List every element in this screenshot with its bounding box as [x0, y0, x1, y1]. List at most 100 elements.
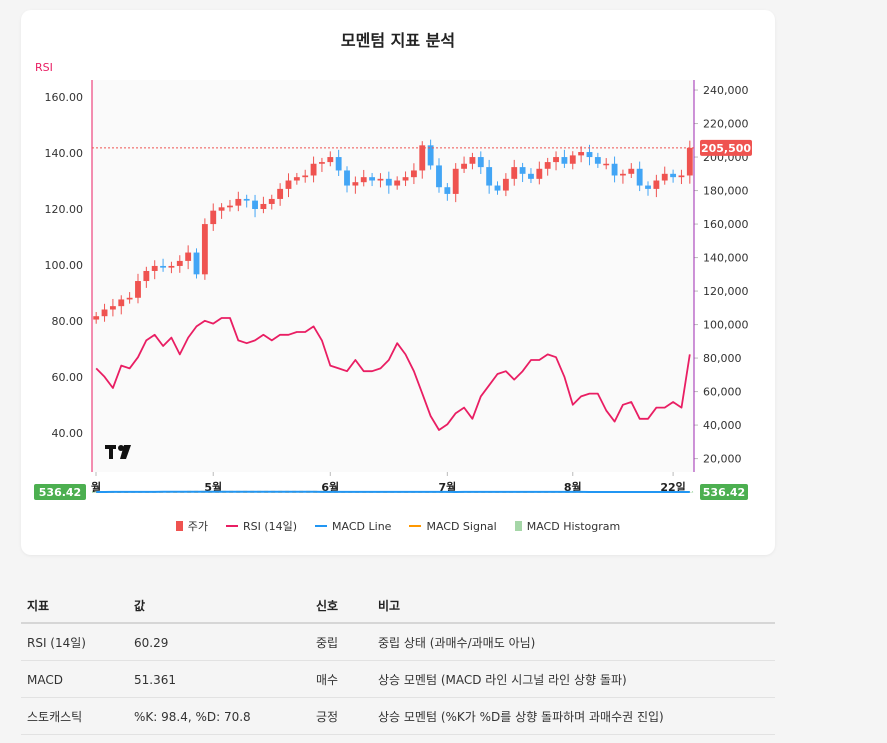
price-tick-label: 120,000 — [703, 285, 749, 298]
price-tick-label: 180,000 — [703, 185, 749, 198]
plot-background — [92, 80, 694, 472]
legend-item[interactable]: MACD Histogram — [514, 518, 621, 534]
cell-signal: 중립 — [310, 623, 372, 661]
candle-body — [168, 265, 175, 268]
candle-body — [410, 170, 417, 178]
price-tick-label: 240,000 — [703, 84, 749, 97]
price-tick-label: 160,000 — [703, 218, 749, 231]
price-tick-label: 140,000 — [703, 252, 749, 265]
legend-item[interactable]: 주가 — [175, 518, 208, 534]
x-tick-label: 월 — [91, 480, 101, 494]
candle-body — [636, 168, 643, 186]
chart-plot[interactable]: 20,000 40,000 60,000 80,000 100,000 120,000 14… — [21, 10, 775, 510]
candle-body — [678, 175, 685, 178]
candle-body — [101, 309, 108, 317]
candle-body — [419, 145, 426, 171]
candle-body — [477, 157, 484, 168]
legend-swatch — [175, 521, 183, 531]
x-tick-label: 8월 — [564, 480, 582, 494]
cell-indicator: 스토캐스틱 — [21, 697, 128, 735]
header-signal: 신호 — [310, 597, 372, 624]
candle-body — [528, 173, 534, 179]
macd-value-badge-left — [34, 483, 86, 500]
candle-body — [519, 167, 526, 174]
macd-value-label-right: 536.42 — [703, 486, 745, 499]
candle-body — [469, 157, 476, 164]
candle-body — [135, 281, 141, 298]
candle-body — [293, 177, 300, 181]
candle-body — [586, 152, 593, 158]
candle-body — [193, 252, 200, 275]
header-indicator: 지표 — [21, 597, 128, 624]
candle-body — [536, 168, 543, 179]
candle-body — [285, 180, 292, 189]
price-tick-label: 220,000 — [703, 118, 749, 131]
indicator-table-container: 지표 값 신호 비고 RSI (14일) 60.29 중립 중립 상태 (과매수… — [21, 597, 775, 735]
legend-swatch — [514, 521, 522, 531]
candle-body — [310, 163, 317, 176]
candle-body — [569, 155, 576, 164]
candle-body — [436, 165, 442, 188]
price-tick-label: 40,000 — [703, 419, 742, 432]
candle-body — [394, 180, 401, 186]
x-tick-label: 22일 — [660, 480, 685, 494]
last-price-label: 205,500 — [701, 142, 751, 155]
chart-legend: 주가 RSI (14일) MACD Line MACD Signal MACD Hist… — [21, 518, 775, 534]
candle-body — [494, 185, 501, 191]
logo-slash — [120, 445, 131, 459]
candle-body — [611, 163, 618, 176]
table-row: 스토캐스틱 %K: 98.4, %D: 70.8 긍정 상승 모멘텀 (%K가 … — [21, 697, 775, 735]
candle-body — [645, 185, 651, 189]
legend-label: RSI (14일) — [242, 520, 298, 533]
logo-dot — [118, 445, 124, 451]
chart-card: 모멘텀 지표 분석 RSI 20,000 40,000 60,000 80,000 10… — [21, 10, 775, 555]
candle-body — [385, 178, 392, 186]
rsi-tick-label: 140.00 — [45, 147, 84, 160]
candle-body — [620, 173, 626, 176]
last-price-badge — [700, 139, 752, 156]
x-tick-label: 7월 — [438, 480, 456, 494]
candle-body — [93, 316, 100, 320]
rsi-tick-label: 60.00 — [52, 371, 84, 384]
candle-body — [218, 207, 225, 211]
candle-body — [118, 299, 125, 307]
cell-indicator: MACD — [21, 660, 128, 698]
table-header-row: 지표 값 신호 비고 — [21, 597, 775, 624]
candle-body — [402, 177, 409, 181]
cell-signal: 매수 — [310, 660, 372, 698]
candle-body — [594, 157, 601, 164]
cell-value: 60.29 — [128, 623, 310, 661]
rsi-axis-label: RSI — [35, 61, 53, 74]
price-tick-label: 60,000 — [703, 386, 742, 399]
price-tick-label: 100,000 — [703, 319, 749, 332]
legend-item[interactable]: MACD Signal — [409, 518, 497, 534]
candle-body — [377, 178, 384, 181]
rsi-line — [95, 317, 691, 431]
cell-value: %K: 98.4, %D: 70.8 — [128, 697, 310, 735]
macd-value-badge-right — [700, 483, 748, 500]
candle-body — [603, 163, 610, 166]
rsi-tick-label: 120.00 — [45, 203, 84, 216]
legend-item[interactable]: MACD Line — [315, 518, 391, 534]
candle-body — [151, 265, 158, 271]
candle-body — [628, 168, 635, 174]
rsi-tick-label: 100.00 — [45, 259, 84, 272]
candle-body — [319, 162, 325, 164]
candle-body — [327, 157, 334, 163]
macd-histogram-bar — [686, 491, 694, 493]
candle-body — [444, 187, 451, 194]
cell-value: 51.361 — [128, 660, 310, 698]
candle-body — [210, 210, 217, 225]
macd-histogram-bar — [92, 491, 100, 493]
candle-body — [686, 147, 693, 176]
x-tick-label: 5월 — [204, 480, 222, 494]
candle-body — [352, 182, 359, 186]
legend-label: MACD Histogram — [526, 519, 621, 533]
candle-body — [201, 224, 208, 275]
legend-item[interactable]: RSI (14일) — [225, 518, 298, 534]
candle-body — [427, 145, 434, 166]
candle-body — [553, 157, 559, 163]
candle-body — [260, 203, 267, 209]
candle-body — [126, 297, 133, 300]
candle-body — [243, 198, 250, 201]
